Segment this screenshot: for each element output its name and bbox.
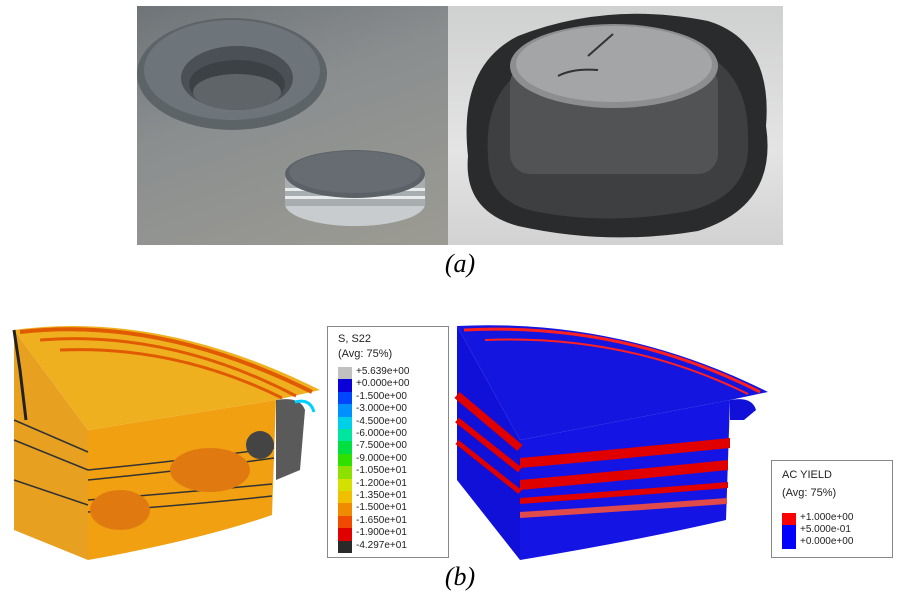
legend-s22-swatch [338,515,352,529]
legend-ac-title: AC YIELD [782,469,832,481]
legend-ac-swatch [782,525,796,537]
legend-s22-swatch [338,404,352,417]
legend-s22-label: -3.000e+00 [356,403,407,415]
legend-stress-s22: S, S22 (Avg: 75%) +5.639e+00 +0.000e+00 -1… [327,326,449,558]
legend-s22-label: -1.650e+01 [356,514,407,526]
legend-ac-yield: AC YIELD (Avg: 75%) +1.000e+00 +5.000e-01… [771,460,893,558]
photo-left-drawing [137,18,425,226]
legend-s22-label: -1.500e+01 [356,502,407,514]
photo-formed-cup-and-blanks [137,6,448,245]
fe-model-stress-s22 [12,326,320,560]
legend-ac-label: +5.000e-01 [800,524,851,535]
legend-s22-swatch [338,466,352,479]
legend-s22-label: -7.500e+00 [356,440,407,452]
legend-s22-label: -4.297e+01 [356,539,407,551]
legend-s22-label: -1.200e+01 [356,477,407,489]
legend-s22-label: -1.500e+00 [356,390,407,402]
legend-s22-swatch [338,540,352,553]
legend-ac-label: +0.000e+00 [800,536,854,547]
legend-s22-title: S, S22 [338,333,372,345]
caption-b: (b) [444,562,476,591]
legend-s22-label: +0.000e+00 [356,378,410,390]
legend-s22-swatch [338,441,352,454]
legend-s22-swatch [338,478,352,491]
fe-model-ac-yield [454,325,768,560]
legend-s22-label: -6.000e+00 [356,428,407,439]
legend-s22-label: -9.000e+00 [356,452,407,464]
legend-s22-swatch [338,429,352,442]
legend-s22-swatch [338,491,352,504]
legend-s22-swatch [338,416,352,429]
legend-ac-swatch [782,537,796,549]
legend-s22-swatch [338,367,352,380]
photo-right-drawing [466,13,768,238]
legend-s22-subtitle: (Avg: 75%) [338,348,393,360]
legend-s22-label: -1.050e+01 [356,465,407,477]
caption-a: (a) [444,249,476,278]
legend-s22-swatch [338,528,352,541]
photo-deformed-hat-specimen [448,6,783,245]
legend-s22-label: -4.500e+00 [356,415,407,427]
legend-s22-swatch [338,453,352,467]
legend-ac-subtitle: (Avg: 75%) [782,487,837,499]
legend-s22-label: -1.350e+01 [356,490,407,501]
legend-s22-swatch [338,503,352,516]
legend-ac-swatch [782,513,796,525]
legend-ac-label: +1.000e+00 [800,512,854,523]
legend-s22-label: +5.639e+00 [356,366,410,377]
legend-s22-swatch [338,379,352,392]
legend-s22-swatch [338,391,352,405]
legend-s22-label: -1.900e+01 [356,527,407,539]
